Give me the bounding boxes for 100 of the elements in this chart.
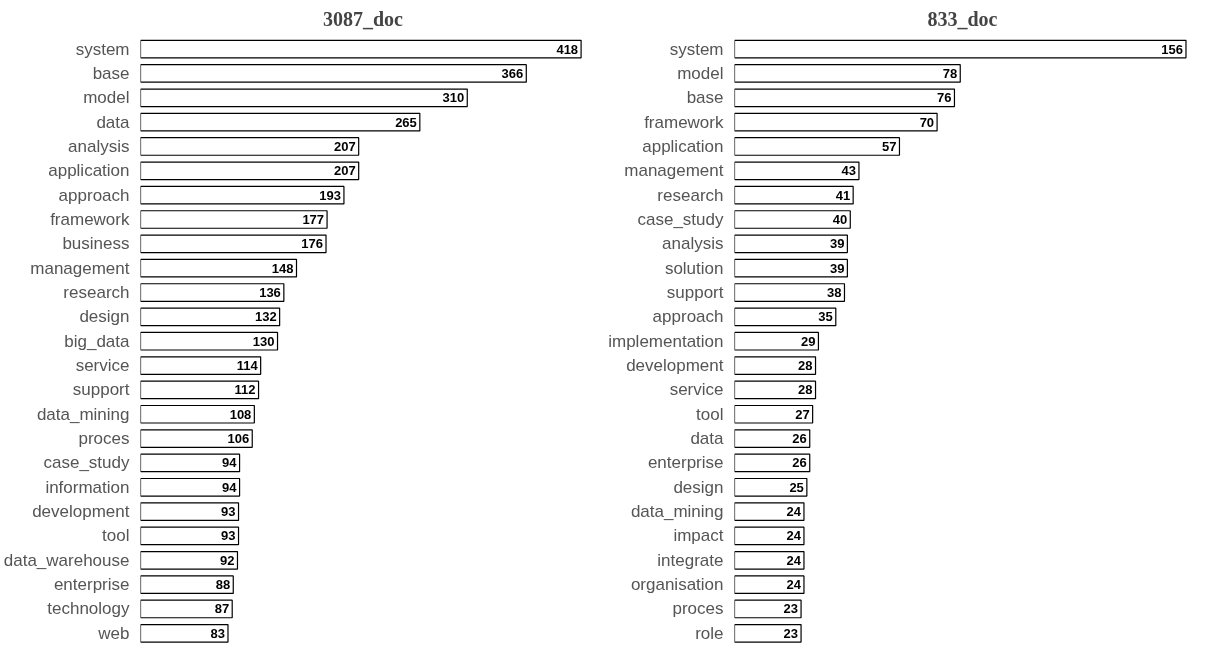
bar xyxy=(734,331,820,351)
bar xyxy=(140,356,262,375)
y-tick-label: support xyxy=(72,380,130,400)
data-label: 39 xyxy=(829,236,845,252)
y-tick-label: tool xyxy=(102,526,130,546)
y-tick-label: research xyxy=(657,185,724,205)
bar xyxy=(734,234,848,254)
data-label: 265 xyxy=(395,114,417,130)
bar xyxy=(140,112,421,132)
data-label: 28 xyxy=(798,382,813,398)
bar xyxy=(734,502,805,521)
bar xyxy=(140,331,279,351)
data-label: 418 xyxy=(556,41,579,57)
data-label: 94 xyxy=(222,455,238,471)
y-tick-label: proces xyxy=(672,599,724,619)
data-label: 24 xyxy=(786,577,802,593)
y-tick-label: system xyxy=(669,39,724,59)
bar xyxy=(140,258,298,278)
data-label: 24 xyxy=(786,504,802,520)
y-tick-label: model xyxy=(83,88,130,108)
y-tick-label: technology xyxy=(47,599,130,619)
y-tick-label: case_study xyxy=(43,453,130,473)
data-label: 41 xyxy=(835,187,851,203)
bar xyxy=(734,137,901,156)
y-tick-label: management xyxy=(30,258,130,278)
bar xyxy=(734,307,837,327)
bar xyxy=(140,404,255,424)
bar xyxy=(140,39,582,59)
y-tick-label: tool xyxy=(696,404,724,424)
data-label: 29 xyxy=(800,333,816,349)
bar xyxy=(734,477,808,497)
bar xyxy=(140,502,240,521)
y-tick-label: framework xyxy=(644,112,724,132)
data-label: 38 xyxy=(827,285,842,301)
data-label: 87 xyxy=(214,601,230,617)
y-tick-label: approach xyxy=(652,307,724,327)
data-label: 43 xyxy=(841,163,856,179)
y-tick-label: enterprise xyxy=(53,575,130,595)
bar xyxy=(734,575,805,595)
y-tick-label: design xyxy=(79,307,130,327)
y-tick-label: data_mining xyxy=(36,404,130,424)
bar xyxy=(140,623,229,643)
bar xyxy=(140,185,345,205)
data-label: 26 xyxy=(792,431,807,447)
data-label: 70 xyxy=(919,114,935,130)
y-tick-label: data xyxy=(96,112,131,132)
y-tick-label: data_warehouse xyxy=(3,550,130,570)
y-tick-label: service xyxy=(669,380,724,400)
y-tick-label: research xyxy=(63,283,130,303)
data-label: 39 xyxy=(829,260,845,276)
bar xyxy=(140,477,241,497)
bar xyxy=(734,39,1187,59)
y-tick-label: impact xyxy=(673,526,724,546)
y-tick-label: analysis xyxy=(662,234,724,254)
data-label: 193 xyxy=(319,187,341,203)
data-label: 207 xyxy=(334,163,356,179)
bar xyxy=(734,550,805,570)
bar xyxy=(140,161,360,181)
data-label: 130 xyxy=(252,333,275,349)
y-tick-label: data_mining xyxy=(630,502,724,522)
bar xyxy=(734,623,802,643)
data-label: 106 xyxy=(227,431,250,447)
y-tick-label: service xyxy=(75,356,130,376)
data-label: 310 xyxy=(442,90,465,106)
data-label: 176 xyxy=(301,236,324,252)
bar xyxy=(140,380,260,400)
bar xyxy=(734,404,814,424)
data-label: 207 xyxy=(334,138,356,154)
y-tick-label: analysis xyxy=(68,136,130,156)
bar xyxy=(140,137,360,156)
bar xyxy=(140,453,241,473)
data-label: 108 xyxy=(229,406,252,422)
data-label: 57 xyxy=(882,138,897,154)
data-label: 94 xyxy=(222,479,238,495)
data-label: 92 xyxy=(220,552,235,568)
data-label: 27 xyxy=(795,406,810,422)
y-tick-label: base xyxy=(686,88,724,108)
y-tick-label: application xyxy=(642,136,724,156)
y-tick-label: development xyxy=(626,356,724,376)
bar xyxy=(140,550,239,570)
bar xyxy=(734,161,860,181)
data-label: 78 xyxy=(942,65,958,81)
y-tick-label: design xyxy=(673,477,724,497)
y-tick-label: implementation xyxy=(608,331,724,351)
data-label: 24 xyxy=(786,528,802,544)
y-tick-label: approach xyxy=(58,185,130,205)
chart-title: 3087_doc xyxy=(323,7,404,30)
bar xyxy=(140,429,253,448)
data-label: 136 xyxy=(259,285,281,301)
bar xyxy=(140,283,285,302)
y-tick-label: organisation xyxy=(630,575,724,595)
data-label: 83 xyxy=(210,625,225,641)
data-label: 114 xyxy=(236,358,259,374)
data-label: 132 xyxy=(254,309,277,325)
data-label: 35 xyxy=(818,309,833,325)
y-tick-label: management xyxy=(624,161,724,181)
bar xyxy=(734,258,848,278)
y-tick-label: case_study xyxy=(637,210,724,229)
bar xyxy=(140,599,233,619)
data-label: 23 xyxy=(783,625,799,641)
